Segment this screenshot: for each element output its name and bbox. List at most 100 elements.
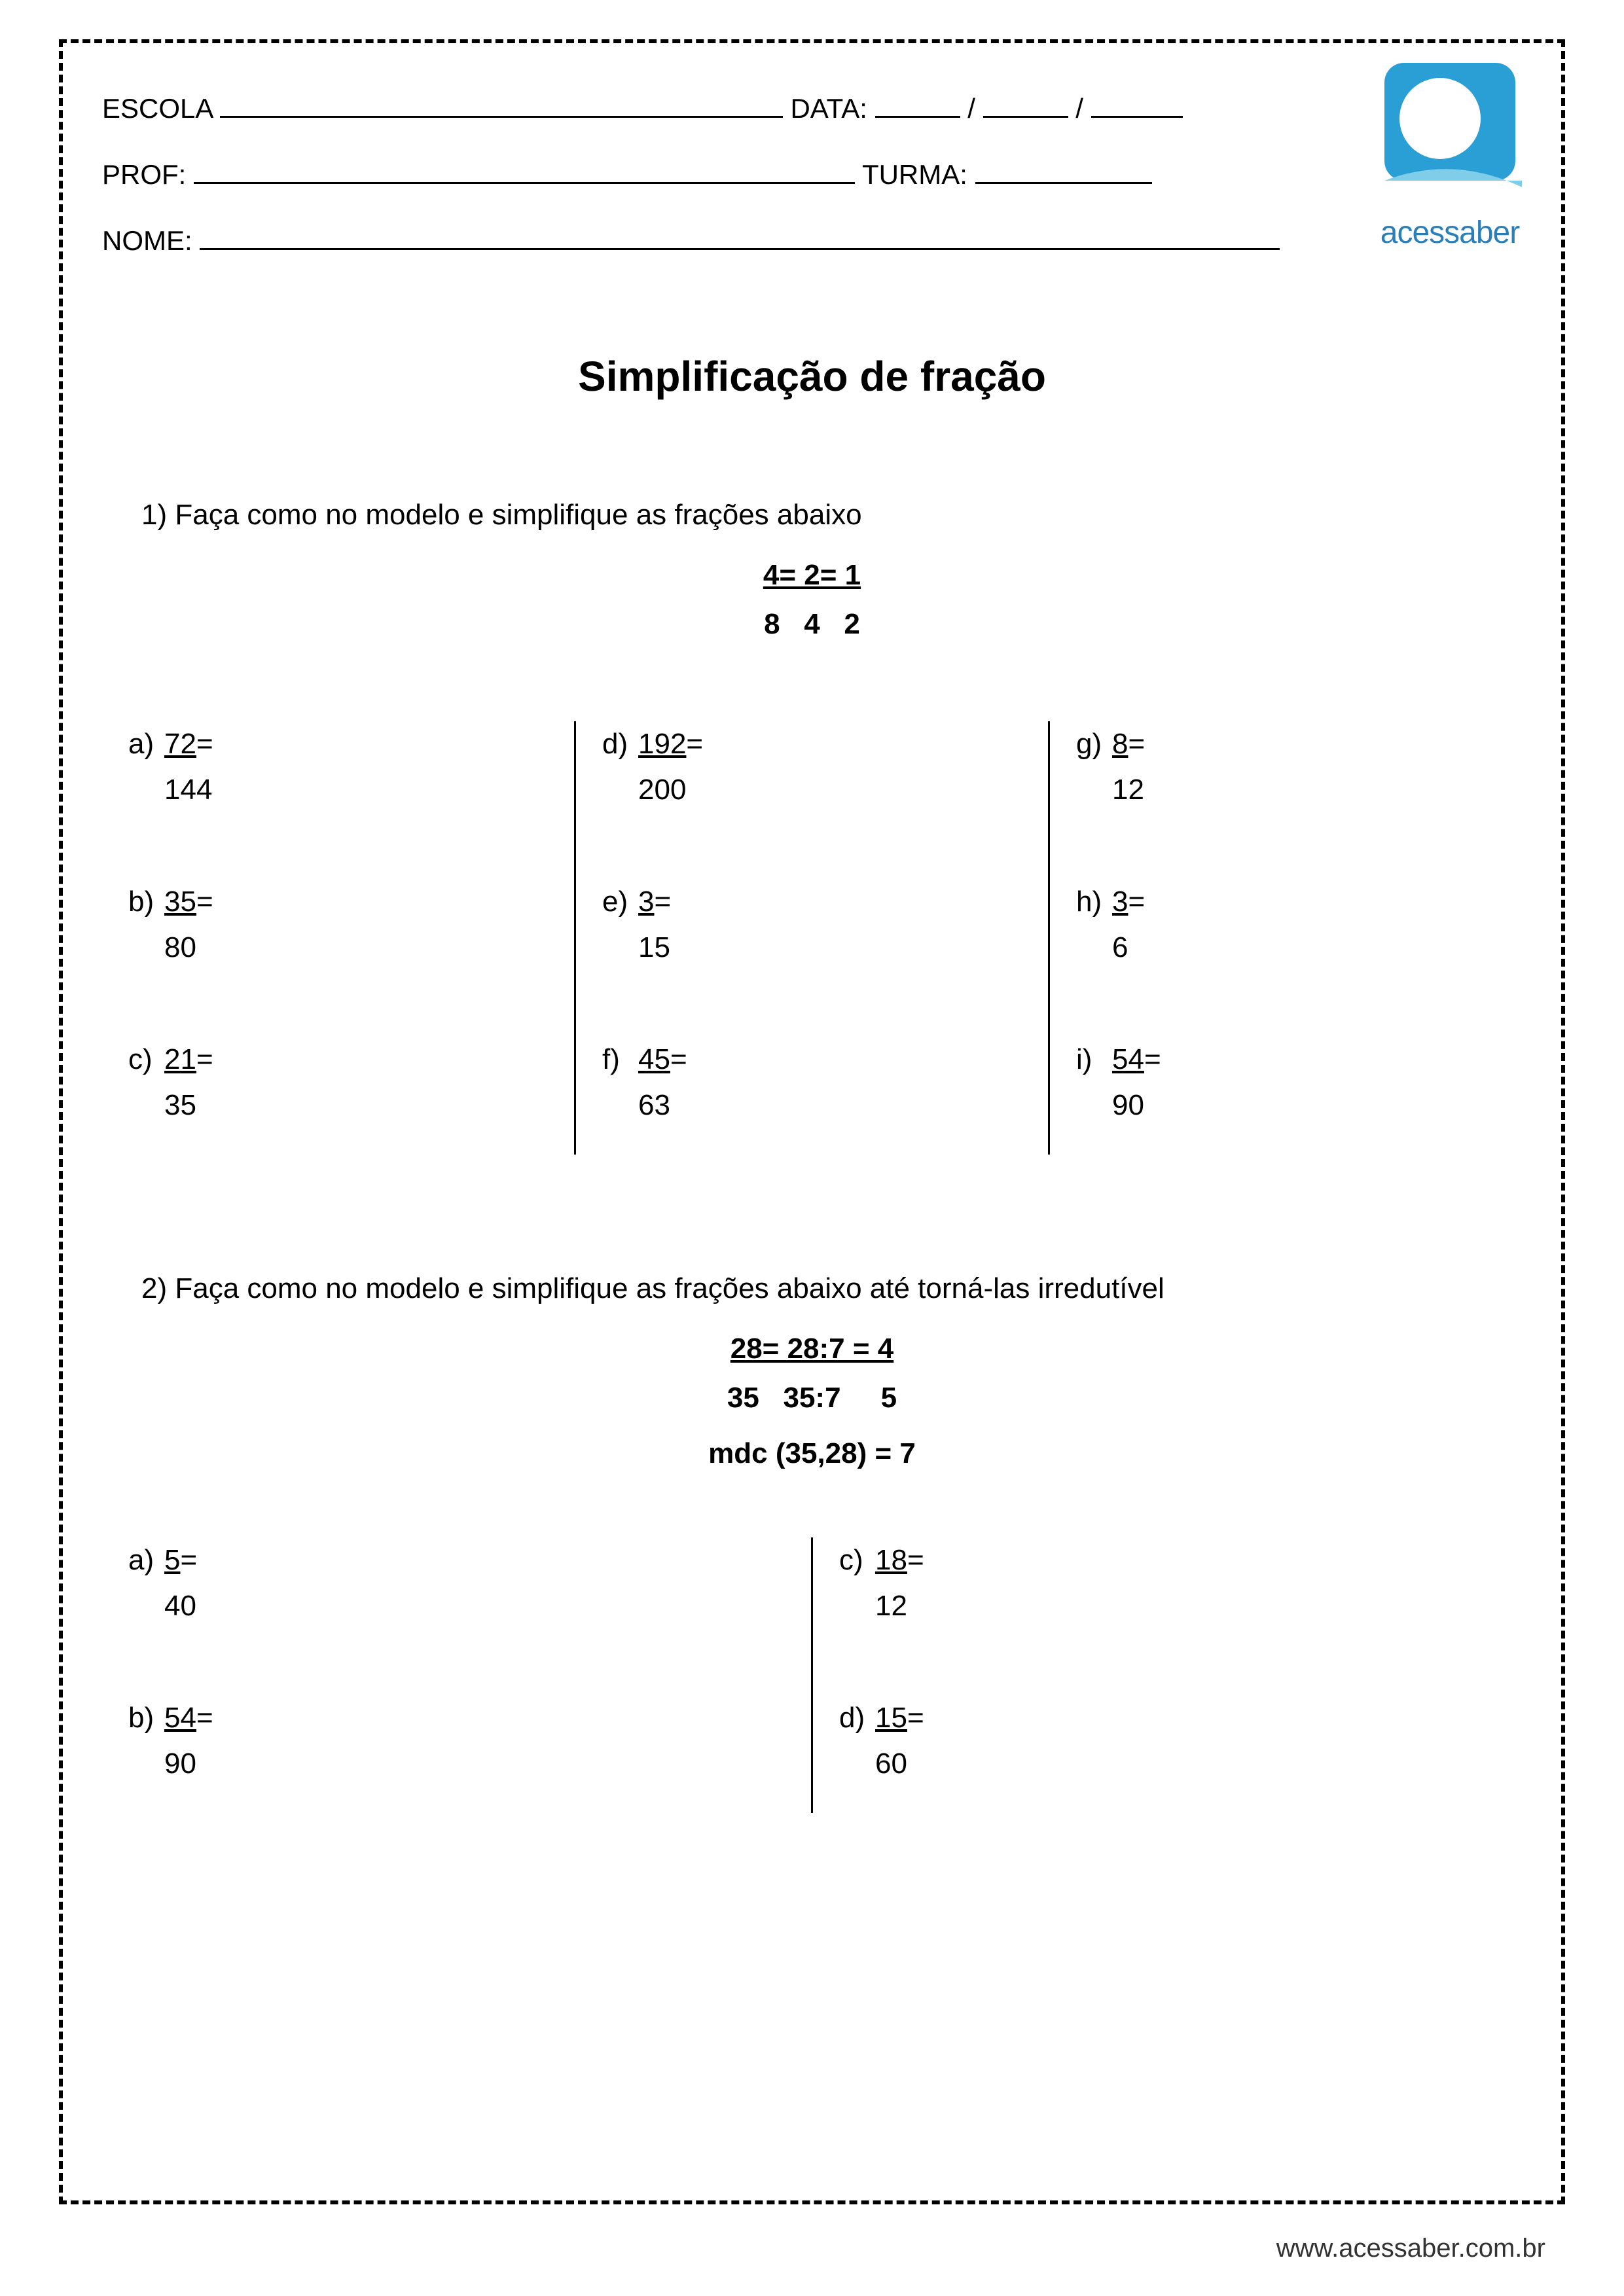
prof-label: PROF: bbox=[102, 159, 186, 190]
nome-blank[interactable] bbox=[200, 223, 1280, 250]
worksheet-page: acessaber ESCOLA DATA: / / PROF: TURMA: … bbox=[0, 0, 1624, 2296]
q1-item-d: d)192=200 bbox=[602, 721, 1022, 814]
worksheet-title: Simplificação de fração bbox=[102, 352, 1522, 401]
fraction: 3=15 bbox=[638, 879, 671, 971]
q1-item-e: e)3=15 bbox=[602, 879, 1022, 971]
item-label: i) bbox=[1076, 1037, 1112, 1083]
prof-blank[interactable] bbox=[194, 156, 855, 184]
numerator: 5 bbox=[164, 1544, 180, 1576]
fraction: 54=90 bbox=[164, 1695, 213, 1787]
fraction: 54=90 bbox=[1112, 1037, 1161, 1129]
q2-col-1: a)5=40 b)54=90 bbox=[102, 1537, 811, 1814]
q2-item-c: c)18=12 bbox=[839, 1537, 1496, 1630]
q1-item-a: a)72=144 bbox=[128, 721, 548, 814]
data-year-blank[interactable] bbox=[1091, 90, 1183, 118]
item-label: h) bbox=[1076, 879, 1112, 925]
turma-label: TURMA: bbox=[862, 159, 967, 190]
numerator: 15 bbox=[875, 1702, 907, 1734]
numerator: 54 bbox=[164, 1702, 196, 1734]
q1-item-f: f)45=63 bbox=[602, 1037, 1022, 1129]
data-day-blank[interactable] bbox=[875, 90, 960, 118]
item-label: a) bbox=[128, 1537, 164, 1583]
denominator: 63 bbox=[638, 1083, 687, 1128]
fraction: 45=63 bbox=[638, 1037, 687, 1129]
q2-model-bot: 35 35:7 5 bbox=[102, 1374, 1522, 1423]
denominator: 80 bbox=[164, 925, 213, 971]
q2-item-a: a)5=40 bbox=[128, 1537, 785, 1630]
dashed-border: acessaber ESCOLA DATA: / / PROF: TURMA: … bbox=[59, 39, 1565, 2204]
q1-col-3: g)8=12 h)3=6 i)54=90 bbox=[1048, 721, 1522, 1155]
q2-model-top: 28= 28:7 = 4 bbox=[731, 1333, 894, 1365]
q1-model-top: 4= 2= 1 bbox=[763, 559, 861, 591]
fraction: 5=40 bbox=[164, 1537, 197, 1630]
escola-blank[interactable] bbox=[220, 90, 783, 118]
header-block: acessaber ESCOLA DATA: / / PROF: TURMA: … bbox=[102, 76, 1522, 274]
q1-col-1: a)72=144 b)35=80 c)21=35 bbox=[102, 721, 574, 1155]
fraction: 72=144 bbox=[164, 721, 213, 814]
numerator: 72 bbox=[164, 728, 196, 760]
q1-item-c: c)21=35 bbox=[128, 1037, 548, 1129]
footer-url: www.acessaber.com.br bbox=[1276, 2234, 1545, 2263]
q2-model-mdc: mdc (35,28) = 7 bbox=[102, 1429, 1522, 1479]
numerator: 18 bbox=[875, 1544, 907, 1576]
item-label: b) bbox=[128, 879, 164, 925]
q1-model-bot: 8 4 2 bbox=[102, 600, 1522, 649]
item-label: d) bbox=[602, 721, 638, 767]
fraction: 3=6 bbox=[1112, 879, 1145, 971]
q2-item-b: b)54=90 bbox=[128, 1695, 785, 1787]
slash-2: / bbox=[1075, 93, 1083, 124]
q2-instruction: 2) Faça como no modelo e simplifique as … bbox=[141, 1272, 1522, 1305]
denominator: 15 bbox=[638, 925, 671, 971]
numerator: 192 bbox=[638, 728, 686, 760]
fraction: 21=35 bbox=[164, 1037, 213, 1129]
q1-instruction: 1) Faça como no modelo e simplifique as … bbox=[141, 499, 1522, 531]
fraction: 18=12 bbox=[875, 1537, 924, 1630]
denominator: 6 bbox=[1112, 925, 1145, 971]
q2-model: 28= 28:7 = 4 35 35:7 5 mdc (35,28) = 7 bbox=[102, 1325, 1522, 1478]
q1-col-2: d)192=200 e)3=15 f)45=63 bbox=[574, 721, 1048, 1155]
numerator: 45 bbox=[638, 1043, 670, 1075]
data-month-blank[interactable] bbox=[983, 90, 1068, 118]
turma-blank[interactable] bbox=[975, 156, 1152, 184]
line-escola-data: ESCOLA DATA: / / bbox=[102, 76, 1522, 142]
slash-1: / bbox=[967, 93, 975, 124]
item-label: g) bbox=[1076, 721, 1112, 767]
logo-icon bbox=[1375, 56, 1525, 200]
fraction: 8=12 bbox=[1112, 721, 1145, 814]
numerator: 54 bbox=[1112, 1043, 1144, 1075]
item-label: a) bbox=[128, 721, 164, 767]
logo-text: acessaber bbox=[1352, 195, 1548, 270]
denominator: 12 bbox=[1112, 767, 1145, 813]
numerator: 21 bbox=[164, 1043, 196, 1075]
item-label: b) bbox=[128, 1695, 164, 1741]
line-nome: NOME: bbox=[102, 208, 1522, 274]
q1-item-g: g)8=12 bbox=[1076, 721, 1496, 814]
item-label: e) bbox=[602, 879, 638, 925]
q1-columns: a)72=144 b)35=80 c)21=35 d)192=200 e)3=1… bbox=[102, 721, 1522, 1155]
denominator: 90 bbox=[1112, 1083, 1161, 1128]
fraction: 35=80 bbox=[164, 879, 213, 971]
denominator: 200 bbox=[638, 767, 703, 813]
denominator: 144 bbox=[164, 767, 213, 813]
numerator: 3 bbox=[638, 886, 654, 918]
logo: acessaber bbox=[1352, 56, 1548, 270]
numerator: 3 bbox=[1112, 886, 1128, 918]
fraction: 15=60 bbox=[875, 1695, 924, 1787]
q1-item-h: h)3=6 bbox=[1076, 879, 1496, 971]
numerator: 35 bbox=[164, 886, 196, 918]
denominator: 60 bbox=[875, 1741, 924, 1787]
q1-model: 4= 2= 1 8 4 2 bbox=[102, 551, 1522, 649]
item-label: c) bbox=[128, 1037, 164, 1083]
nome-label: NOME: bbox=[102, 225, 192, 256]
q2-col-2: c)18=12 d)15=60 bbox=[811, 1537, 1522, 1814]
item-label: f) bbox=[602, 1037, 638, 1083]
q1-item-i: i)54=90 bbox=[1076, 1037, 1496, 1129]
q2-columns: a)5=40 b)54=90 c)18=12 d)15=60 bbox=[102, 1537, 1522, 1814]
item-label: c) bbox=[839, 1537, 875, 1583]
denominator: 12 bbox=[875, 1583, 924, 1629]
denominator: 90 bbox=[164, 1741, 213, 1787]
q2-item-d: d)15=60 bbox=[839, 1695, 1496, 1787]
numerator: 8 bbox=[1112, 728, 1128, 760]
data-label: DATA: bbox=[790, 93, 867, 124]
line-prof-turma: PROF: TURMA: bbox=[102, 142, 1522, 208]
